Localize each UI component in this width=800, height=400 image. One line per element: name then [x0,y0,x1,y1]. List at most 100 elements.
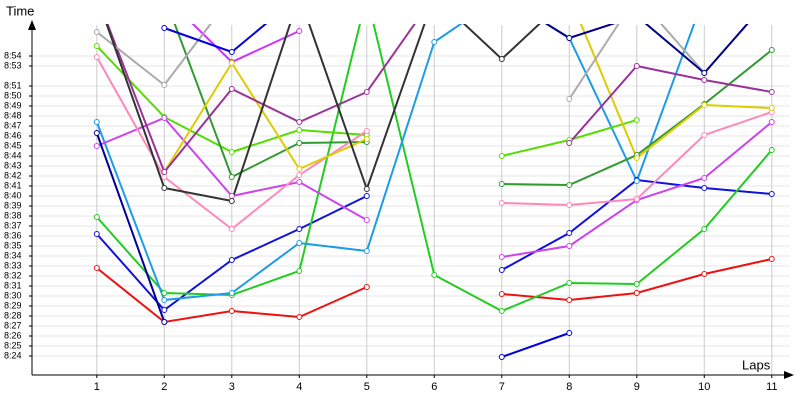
point [228,226,235,232]
point [633,196,640,202]
point [161,185,168,191]
point [296,226,303,232]
y-tick-label: 8:26 [4,330,22,340]
point [161,307,168,313]
point [93,130,100,136]
point [701,77,708,83]
point [566,182,573,188]
point [296,314,303,320]
y-tick-label: 8:39 [4,200,22,210]
point [93,54,100,60]
y-tick-label: 8:28 [4,310,22,320]
point [161,82,168,88]
x-tick-label: 5 [364,381,370,393]
y-arrow [28,20,36,30]
point [498,254,505,260]
point [228,86,235,92]
x-tick-label: 3 [229,381,235,393]
point [498,267,505,273]
point [566,243,573,249]
point [161,169,168,175]
point [701,185,708,191]
x-tick-label: 4 [296,381,302,393]
point [93,29,100,35]
y-tick-label: 8:49 [4,100,22,110]
x-tick-label: 11 [766,381,777,393]
point [296,268,303,274]
x-tick-label: 8 [566,381,572,393]
point [566,330,573,336]
y-tick-label: 8:32 [4,270,22,280]
y-tick-label: 8:45 [4,140,22,150]
point [768,47,775,53]
point [93,214,100,220]
y-tick-label: 8:42 [4,170,22,180]
point [296,240,303,246]
point [363,89,370,95]
point [296,28,303,34]
point [363,193,370,199]
point [566,202,573,208]
point [93,43,100,49]
y-tick-label: 8:43 [4,160,22,170]
point [768,256,775,262]
point [498,291,505,297]
x-tick-label: 7 [499,381,505,393]
x-arrow [784,371,794,379]
point [701,102,708,108]
y-tick-label: 8:27 [4,320,22,330]
point [228,174,235,180]
y-tick-label: 8:30 [4,290,22,300]
point [633,155,640,161]
y-tick-label: 8:31 [4,280,22,290]
series-line [544,24,749,75]
point [566,140,573,146]
y-tick-label: 8:29 [4,300,22,310]
point [566,230,573,236]
point [566,280,573,286]
y-tick-label: 8:47 [4,120,22,130]
y-tick-label: 8:37 [4,220,22,230]
x-tick-label: 2 [161,381,167,393]
point [161,25,168,31]
point [296,166,303,172]
point [93,265,100,271]
point [566,297,573,303]
point [363,136,370,142]
plot-area [93,24,775,360]
y-tick-label: 8:38 [4,210,22,220]
ticks: 8:248:258:268:278:288:298:308:318:328:33… [4,50,777,393]
point [701,70,708,76]
point [498,56,505,62]
point [363,128,370,134]
point [93,143,100,149]
x-axis-label: Laps [742,357,771,372]
point [228,60,235,66]
point [228,193,235,199]
point [296,127,303,133]
x-tick-label: 9 [634,381,640,393]
point [768,147,775,153]
y-tick-label: 8:33 [4,260,22,270]
y-tick-label: 8:50 [4,90,22,100]
point [498,354,505,360]
point [498,200,505,206]
point [296,172,303,178]
y-tick-label: 8:24 [4,350,22,360]
point [701,132,708,138]
point [633,63,640,69]
x-tick-label: 6 [431,381,437,393]
y-tick-label: 8:51 [4,80,22,90]
point [768,191,775,197]
point [633,178,640,184]
x-tick-label: 10 [698,381,710,393]
point [228,308,235,314]
point [161,174,168,180]
y-tick-label: 8:54 [4,50,22,60]
y-tick-label: 8:44 [4,150,22,160]
point [701,271,708,277]
series-line [95,132,166,323]
point [701,226,708,232]
